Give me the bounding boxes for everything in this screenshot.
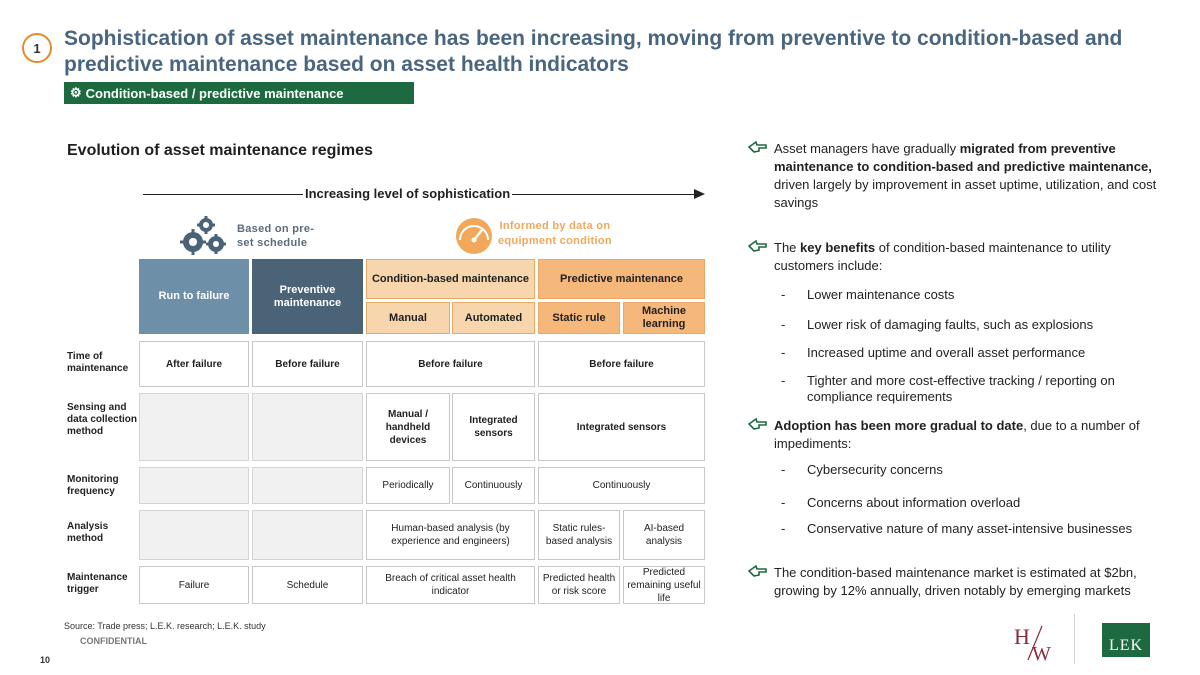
bullet-1-pre: Asset managers have gradually [774,141,960,156]
chart-title: Evolution of asset maintenance regimes [67,142,373,159]
bullet-3-post: , due to a number of impediments: [774,418,1140,451]
impediment-item: - Concerns about information overload [781,495,1021,510]
trigger-ml: Predicted remaining useful life [623,566,705,604]
bullet-2: The key benefits of condition-based main… [748,239,1158,275]
benefit-item: - Tighter and more cost-effective trackin… [781,373,1115,404]
logo-divider [1074,614,1075,664]
impediment-item: - Cybersecurity concerns [781,462,943,477]
pointing-hand-icon [748,417,767,430]
sensing-manual: Manual / handheld devices [366,393,450,461]
svg-text:W: W [1032,643,1051,662]
svg-text:H: H [1014,624,1030,649]
subcol-automated: Automated [452,302,535,334]
data-informed-label: Informed by data on equipment condition [498,220,612,247]
lek-logo: LEK [1102,623,1150,657]
trigger-cond: Breach of critical asset health indicato… [366,566,535,604]
trigger-prev: Schedule [252,566,363,604]
pointing-hand-icon [748,564,767,577]
gauge-icon [456,218,492,254]
monitoring-automated: Continuously [452,467,535,504]
sensing-automated: Integrated sensors [452,393,535,461]
impediment-item: - Conservative nature of many asset-inten… [781,521,1133,536]
schedule-label: Based on pre-set schedule [237,223,315,249]
subcol-machine-learning: Machine learning [623,302,705,334]
time-cond: Before failure [366,341,535,387]
row-label-time: Time of maintenance [67,351,129,374]
bullet-4-text: The condition-based maintenance market i… [774,565,1137,598]
col-preventive: Preventive maintenance [252,259,363,334]
benefit-item: - Lower risk of damaging faults, such as … [781,317,1094,332]
arrow-label: Increasing level of sophistication [303,186,513,201]
monitoring-run-empty [139,467,249,504]
gears-icon [180,216,226,255]
bullet-2-pre: The [774,240,801,255]
sensing-pred: Integrated sensors [538,393,705,461]
analysis-static: Static rules-based analysis [538,510,620,560]
cog-icon: ⚙ [70,85,82,100]
row-label-sensing: Sensing and data collection method [67,402,138,437]
trigger-run: Failure [139,566,249,604]
section-tag: ⚙ Condition-based / predictive maintenan… [64,82,414,104]
monitoring-prev-empty [252,467,363,504]
row-label-analysis: Analysis method [67,521,109,544]
badge-number: 1 [33,40,41,56]
bullet-2-post: of condition-based maintenance to utilit… [774,240,1111,273]
row-label-trigger: Maintenance trigger [67,572,128,595]
pointing-hand-icon [748,239,767,252]
subcol-manual: Manual [366,302,450,334]
bullet-3-bold: Adoption has been more gradual to date [774,418,1024,433]
monitoring-pred: Continuously [538,467,705,504]
monitoring-manual: Periodically [366,467,450,504]
bullet-4: The condition-based maintenance market i… [748,564,1158,600]
sophistication-arrow: Increasing level of sophistication [143,187,705,201]
arrow-head [694,189,705,199]
page-number: 10 [40,655,51,665]
col-predictive: Predictive maintenance [538,259,705,299]
benefit-item: - Increased uptime and overall asset perf… [781,345,1086,360]
col-condition-based: Condition-based maintenance [366,259,535,299]
subcol-static-rule: Static rule [538,302,620,334]
page-title: Sophistication of asset maintenance has … [64,27,1123,76]
bullet-1-post: driven largely by improvement in asset u… [774,177,1157,210]
bullet-3: Adoption has been more gradual to date, … [748,417,1158,453]
confidential-label: CONFIDENTIAL [80,636,147,646]
bullet-1: Asset managers have gradually migrated f… [748,140,1158,212]
hw-logo: H W [1014,624,1051,662]
source-note: Source: Trade press; L.E.K. research; L.… [64,621,266,631]
row-label-monitoring: Monitoring frequency [67,474,119,497]
bullet-2-bold: key benefits [800,240,876,255]
sensing-run-empty [139,393,249,461]
col-run-to-failure: Run to failure [139,259,249,334]
analysis-run-empty [139,510,249,560]
analysis-ml: AI-based analysis [623,510,705,560]
analysis-prev-empty [252,510,363,560]
sensing-prev-empty [252,393,363,461]
trigger-static: Predicted health or risk score [538,566,620,604]
time-run: After failure [139,341,249,387]
bullet-1-bold: migrated from preventive maintenance to … [774,141,1152,174]
pointing-hand-icon [748,140,767,153]
time-prev: Before failure [252,341,363,387]
section-number-badge: 1 [22,33,52,63]
section-tag-label: Condition-based / predictive maintenance [85,85,344,101]
analysis-cond: Human-based analysis (by experience and … [366,510,535,560]
time-pred: Before failure [538,341,705,387]
benefit-item: - Lower maintenance costs [781,287,955,302]
